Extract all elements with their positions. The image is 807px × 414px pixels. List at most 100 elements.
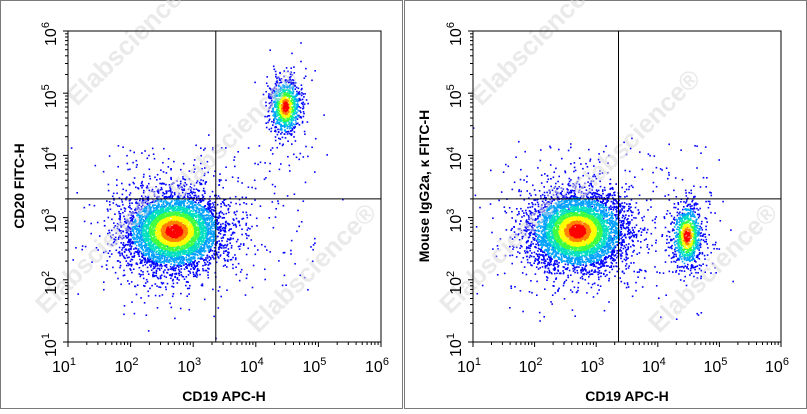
event-dot <box>234 165 236 168</box>
event-dot <box>199 218 202 220</box>
event-dot <box>113 222 115 224</box>
event-dot <box>130 234 133 237</box>
event-dot <box>182 209 185 211</box>
event-dot <box>301 87 303 90</box>
event-dot <box>138 225 140 228</box>
event-dot <box>232 263 234 266</box>
event-dot <box>98 235 101 237</box>
event-dot <box>166 203 168 206</box>
event-dot <box>194 260 196 262</box>
event-dot <box>275 95 277 97</box>
event-dot <box>267 110 270 113</box>
event-dot <box>201 216 204 218</box>
event-dot <box>201 234 203 237</box>
event-dot <box>277 111 280 114</box>
event-dot <box>229 259 232 261</box>
event-dot <box>206 239 208 241</box>
event-dot <box>237 180 239 183</box>
event-dot <box>224 198 227 201</box>
event-dot <box>204 269 207 272</box>
event-dot <box>178 184 181 187</box>
event-dot <box>279 95 281 97</box>
event-dot <box>140 202 143 204</box>
event-dot <box>272 114 274 117</box>
event-dot <box>281 136 284 139</box>
event-dot <box>213 230 215 233</box>
event-dot <box>270 104 273 107</box>
event-dot <box>108 231 111 234</box>
event-dot <box>291 73 294 76</box>
event-dot <box>137 253 140 256</box>
event-dot <box>296 100 299 103</box>
event-dot <box>171 273 174 275</box>
event-dot <box>314 70 316 72</box>
event-dot <box>157 277 160 280</box>
event-dot <box>121 224 123 227</box>
event-dot <box>170 189 172 191</box>
event-dot <box>206 235 208 238</box>
event-dot <box>160 249 163 251</box>
event-dot <box>156 307 159 309</box>
event-dot <box>144 230 147 232</box>
event-dot <box>194 201 196 203</box>
event-dot <box>209 226 212 228</box>
event-dot <box>199 236 202 238</box>
event-dot <box>192 232 194 234</box>
event-dot <box>109 208 112 211</box>
event-dot <box>221 212 223 214</box>
event-dot <box>212 222 215 224</box>
event-dot <box>200 205 203 208</box>
event-dot <box>225 166 227 168</box>
event-dot <box>138 266 141 269</box>
event-dot <box>156 259 158 262</box>
event-dot <box>105 264 108 266</box>
event-dot <box>193 264 196 267</box>
event-dot <box>179 213 182 216</box>
event-dot <box>283 126 286 129</box>
event-dot <box>183 178 186 181</box>
event-dot <box>291 133 293 135</box>
event-dot <box>162 244 164 247</box>
event-dot <box>140 182 143 184</box>
event-dot <box>292 99 294 102</box>
event-dot <box>142 273 144 276</box>
event-dot <box>199 222 201 225</box>
event-dot <box>280 117 282 119</box>
event-dot <box>122 242 125 244</box>
event-dot <box>288 81 290 84</box>
event-dot <box>261 243 263 246</box>
event-dot <box>154 207 157 209</box>
event-dot <box>277 88 279 91</box>
event-dot <box>198 224 201 227</box>
event-dot <box>156 285 158 287</box>
event-dot <box>123 313 125 316</box>
event-dot <box>129 149 132 152</box>
event-dot <box>114 271 117 274</box>
event-dot <box>207 214 209 216</box>
event-dot <box>293 66 295 68</box>
event-dot <box>301 120 304 123</box>
event-dot <box>273 119 275 122</box>
event-dot <box>283 133 286 135</box>
event-dot <box>145 231 148 233</box>
event-dot <box>123 274 126 276</box>
event-dot <box>177 266 180 269</box>
event-dot <box>257 249 259 251</box>
event-dot <box>227 255 230 258</box>
event-dot <box>168 208 171 211</box>
event-dot <box>210 220 212 223</box>
event-dot <box>209 236 211 238</box>
event-dot <box>139 216 141 218</box>
event-dot <box>224 221 227 223</box>
event-dot <box>132 234 134 237</box>
event-dot <box>177 244 179 246</box>
event-dot <box>294 140 297 142</box>
event-dot <box>160 200 163 202</box>
event-dot <box>161 215 163 218</box>
event-dot <box>206 261 209 263</box>
event-dot <box>131 271 133 274</box>
event-dot <box>283 124 285 127</box>
event-dot <box>137 210 140 213</box>
event-dot <box>173 182 175 184</box>
event-dot <box>273 118 276 121</box>
